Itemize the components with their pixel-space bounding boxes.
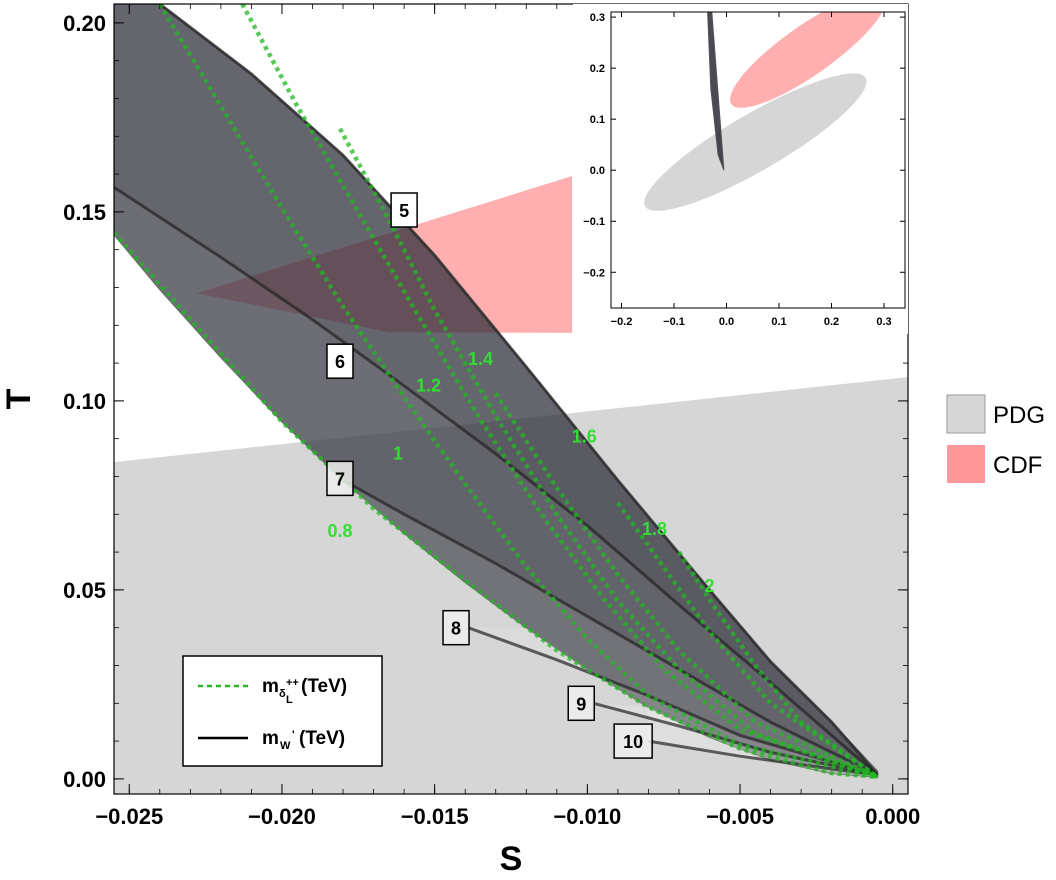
mwprime-label-text: 9 xyxy=(576,694,586,714)
mwprime-label-box xyxy=(442,609,470,646)
legend-swatch xyxy=(946,394,986,434)
outer-legend: PDG CDF xyxy=(946,394,1045,483)
mwprime-curve-5 xyxy=(158,4,879,777)
legend-swatch xyxy=(947,445,985,483)
mdelta-curve-1_6 xyxy=(493,392,879,780)
inset-y-tick-label: 0.1 xyxy=(590,114,605,126)
mwprime-label-9: 9 xyxy=(567,685,595,722)
mdelta-label-0_8: 0.8 xyxy=(327,521,352,541)
x-tick-label: −0.015 xyxy=(401,804,469,829)
x-tick-label: −0.010 xyxy=(553,804,621,829)
legend-entry-cdf: CDF xyxy=(947,445,1042,483)
main-plot: 0.8 1 1.2 1.4 1.6 1.8 2 5 6 7 8 9 10 −0.025 −0.020 −0.0… xyxy=(0,3,920,878)
mwprime-label-10: 10 xyxy=(613,723,653,759)
inset-x-tick-label: −0.1 xyxy=(663,316,685,328)
y-tick-label: 0.15 xyxy=(63,200,106,225)
mwprime-label-text: 8 xyxy=(451,619,461,639)
inset-pdg-ellipse xyxy=(644,73,867,211)
legend-sub-W: W xyxy=(280,740,291,752)
mwprime-label-6: 6 xyxy=(326,343,354,379)
x-axis-title: S xyxy=(500,840,523,878)
mwprime-label-5: 5 xyxy=(390,192,418,228)
legend-text-m: m xyxy=(262,728,279,749)
y-tick-label: 0.20 xyxy=(63,11,106,36)
mwprime-label-box xyxy=(613,723,653,759)
inner-legend: m δ++L(TeV)m W' (TeV) xyxy=(182,655,383,767)
mwprime-curve-6 xyxy=(114,186,879,777)
mwprime-label-box xyxy=(326,343,354,379)
x-tick-label: 0.000 xyxy=(865,804,920,829)
x-tick-label: −0.020 xyxy=(248,804,316,829)
mdelta-label-1_6: 1.6 xyxy=(572,426,597,446)
legend-entry-mdelta: m δ++ L (TeV) xyxy=(198,676,347,706)
mwprime-label-box xyxy=(326,460,354,497)
y-tick-label: 0.00 xyxy=(63,767,106,792)
mdelta-curve-0_8 xyxy=(114,231,878,780)
x-tick-label: −0.005 xyxy=(706,804,774,829)
legend-label: PDG xyxy=(993,402,1045,429)
mwprime-label-text: 5 xyxy=(399,201,409,221)
mwprime-label-text: 10 xyxy=(623,732,643,752)
legend-text-m: m xyxy=(262,676,279,697)
mdelta-curve-2 xyxy=(677,550,879,779)
legend-sup-prime: ' xyxy=(292,729,295,741)
inset-plot: −0.2 −0.1 0.0 0.1 0.2 0.3 −0.2 −0.1 0.0 0.1 0.2 0.3 xyxy=(573,4,908,334)
inset-x-tick-label: 0.1 xyxy=(771,316,786,328)
mwprime-label-7: 7 xyxy=(326,460,354,497)
inset-x-tick-label: −0.2 xyxy=(611,316,633,328)
y-axis-title: T xyxy=(0,388,38,409)
inset-y-tick-label: −0.1 xyxy=(583,216,605,228)
mwprime-curve-10 xyxy=(648,739,878,777)
mdelta-curve-1_4 xyxy=(338,127,879,780)
mwprime-band-10 xyxy=(648,707,878,777)
legend-entry-mwprime: m W' (TeV) xyxy=(198,728,345,752)
legend-text-unit: (TeV) xyxy=(299,728,345,749)
legend-sup-plus: ++ xyxy=(286,677,299,689)
mwprime-label-text: 6 xyxy=(335,352,345,372)
mwprime-curve-7 xyxy=(339,477,879,777)
mdelta-label-1: 1 xyxy=(393,443,403,463)
inset-frame xyxy=(610,11,906,309)
inset-x-tick-label: 0.0 xyxy=(719,316,734,328)
inset-x-tick-label: 0.3 xyxy=(876,316,891,328)
legend-sub-delta: δ xyxy=(279,688,286,700)
mdelta-curve-1 xyxy=(157,4,879,780)
mdelta-label-1_2: 1.2 xyxy=(416,375,441,395)
mwprime-band-6 xyxy=(114,187,878,778)
inner-legend-box xyxy=(182,655,383,767)
inset-y-tick-label: 0.2 xyxy=(590,63,605,75)
legend-label: CDF xyxy=(993,452,1042,479)
inset-y-tick-label: 0.0 xyxy=(590,165,605,177)
inset-y-tick-label: −0.2 xyxy=(583,267,605,279)
legend-entry-pdg: PDG xyxy=(946,394,1045,434)
plot-frame xyxy=(113,3,909,795)
mwprime-label-text: 7 xyxy=(335,469,345,489)
inset-x-tick-label: 0.2 xyxy=(824,316,839,328)
y-tick-label: 0.10 xyxy=(63,389,106,414)
mdelta-curve-1_2 xyxy=(240,4,879,780)
legend-text-unit: (TeV) xyxy=(301,676,347,697)
mwprime-label-box xyxy=(390,192,418,228)
inset-area xyxy=(644,12,883,211)
inset-cdf-ellipse xyxy=(730,12,883,108)
mdelta-label-2: 2 xyxy=(704,576,714,596)
inset-y-tick-label: 0.3 xyxy=(590,12,605,24)
legend-sub-L: L xyxy=(286,694,293,706)
mwprime-label-8: 8 xyxy=(442,609,470,646)
mwprime-label-box xyxy=(567,685,595,722)
x-tick-label: −0.025 xyxy=(95,804,163,829)
mdelta-label-1_8: 1.8 xyxy=(642,519,667,539)
mdelta-label-1_4: 1.4 xyxy=(468,349,493,369)
inset-allowed-region xyxy=(707,12,725,171)
y-tick-label: 0.05 xyxy=(63,578,106,603)
